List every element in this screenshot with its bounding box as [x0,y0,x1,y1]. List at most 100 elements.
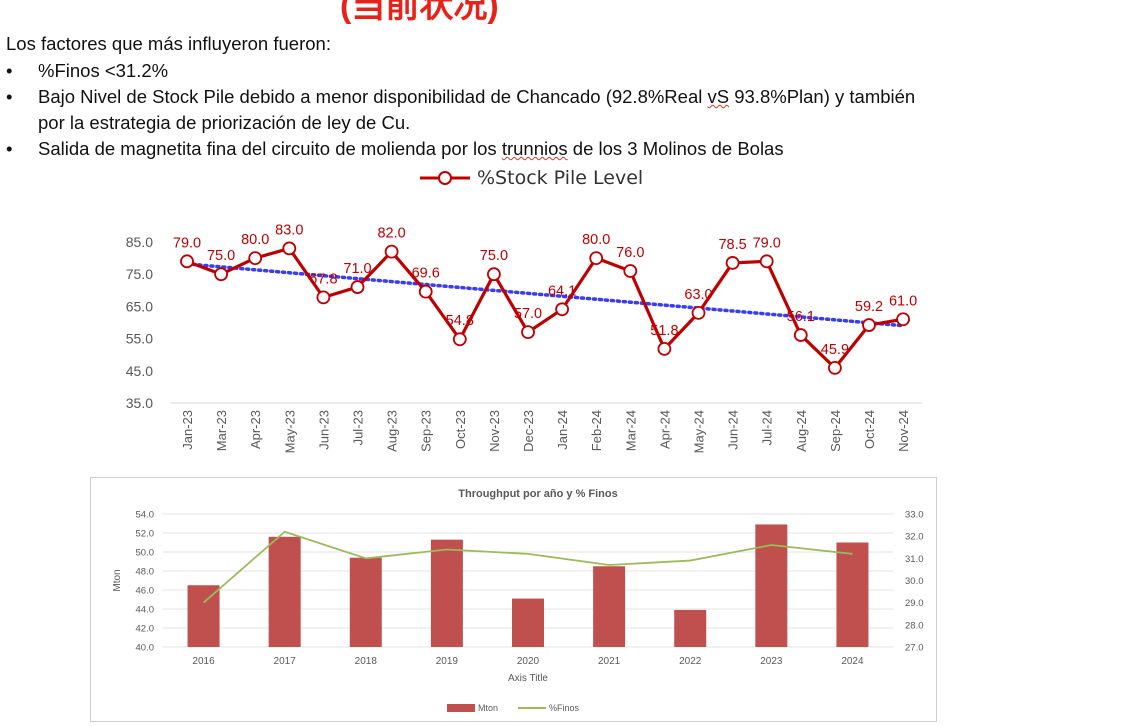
y-tick-label: 46.0 [136,586,155,597]
x-tick-label: Sep-23 [419,410,434,452]
y-tick-label: 75.0 [126,266,153,282]
x-tick-label: 2022 [679,656,702,667]
x-tick-label: Aug-23 [385,410,400,452]
data-label: 64.1 [548,283,576,299]
data-label: 82.0 [377,226,405,242]
y2-tick-label: 27.0 [905,643,924,654]
data-point [862,318,876,332]
data-point [555,302,569,317]
data-label: 51.8 [650,323,678,339]
y2-tick-label: 30.0 [905,576,924,587]
y2-tick-label: 28.0 [905,620,924,631]
chart-title: Throughput por año y % Finos [458,488,617,500]
bar [593,566,626,647]
x-tick-label: 2023 [760,656,783,667]
x-tick-label: Mar-23 [214,410,229,451]
bar [836,542,869,647]
legend-swatch-mton [447,704,475,712]
data-label: 75.0 [207,248,235,264]
x-tick-label: 2016 [192,656,215,667]
data-label: 75.0 [480,248,508,264]
y-tick-label: 54.0 [136,510,155,521]
y-tick-label: 50.0 [136,548,155,559]
x-tick-label: Oct-23 [453,410,468,449]
data-label: 71.0 [343,261,371,277]
y-tick-label: 85.0 [126,234,153,250]
x-tick-label: Jun-23 [316,410,331,450]
x-tick-label: Jun-24 [726,410,741,450]
x-tick-label: Aug-24 [794,410,809,452]
y2-tick-label: 29.0 [905,598,924,609]
data-point [725,256,740,270]
data-point [486,267,501,282]
page-title: (当前状况) [340,0,499,25]
x-tick-label: May-23 [282,410,297,453]
data-label: 59.2 [855,299,883,315]
y-tick-label: 40.0 [136,643,155,654]
throughput-chart-frame [90,477,937,722]
bar [512,598,544,647]
data-point [759,254,774,269]
data-label: 67.8 [309,271,337,287]
bullet-text-b: de los 3 Molinos de Bolas [567,138,784,159]
data-label: 78.5 [718,237,746,253]
series-line [202,530,853,604]
data-point [623,264,638,278]
bar [430,539,463,647]
data-label: 83.0 [275,222,303,238]
data-point [452,332,467,347]
data-point [828,361,842,375]
bar [755,524,788,647]
x-tick-label: Jul-23 [351,410,366,445]
y-tick-label: 44.0 [136,605,155,616]
data-label: 63.0 [684,287,712,303]
bullet-text-b: 93.8%Plan) y también [729,86,916,107]
y2-tick-label: 32.0 [905,532,924,543]
intro-text: Los factores que más influyeron fueron: [6,33,331,54]
legend-label: %Finos [549,703,580,713]
x-tick-label: Feb-24 [589,410,604,451]
x-tick-label: Jan-23 [180,410,195,450]
data-point [248,251,263,266]
x-tick-label: May-24 [692,410,707,453]
y2-tick-label: 31.0 [905,554,924,565]
bullet-text-line2: por la estrategia de priorización de ley… [38,112,411,133]
y-tick-label: 35.0 [126,395,153,411]
series-line [186,246,904,370]
x-tick-label: Oct-24 [862,410,877,449]
data-label: 54.8 [446,313,474,329]
data-label: 76.0 [616,245,644,261]
data-point [589,251,604,266]
data-point [350,280,365,294]
data-point [691,305,706,320]
x-tick-label: 2020 [517,656,540,667]
data-point [521,325,535,340]
x-tick-label: Nov-24 [896,410,911,452]
y2-tick-label: 33.0 [905,510,924,521]
data-label: 45.9 [821,342,849,358]
x-axis-title: Axis Title [508,673,548,684]
legend-label: %Stock Pile Level [477,167,643,189]
spellcheck-word: trunnios [501,138,568,159]
y-tick-label: 65.0 [126,298,153,314]
x-tick-label: 2017 [274,656,297,667]
x-tick-label: Apr-24 [657,410,672,449]
data-point [793,328,808,342]
y-tick-label: 48.0 [136,567,155,578]
data-point [214,267,229,282]
data-label: 69.6 [412,266,440,282]
bullet-item-stock: • Bajo Nivel de Stock Pile debido a meno… [6,84,1116,136]
data-point [418,284,433,299]
bar [268,536,301,647]
data-point [657,342,672,356]
x-tick-label: 2018 [355,656,378,667]
data-label: 79.0 [173,235,201,251]
x-tick-label: 2024 [841,656,864,667]
bullet-item-finos: • %Finos <31.2% [6,58,1116,84]
bar [187,585,220,647]
x-tick-label: 2021 [598,656,621,667]
data-point [384,244,399,259]
data-label: 61.0 [889,293,917,309]
y-tick-label: 55.0 [126,331,153,347]
data-label: 57.0 [514,306,542,322]
